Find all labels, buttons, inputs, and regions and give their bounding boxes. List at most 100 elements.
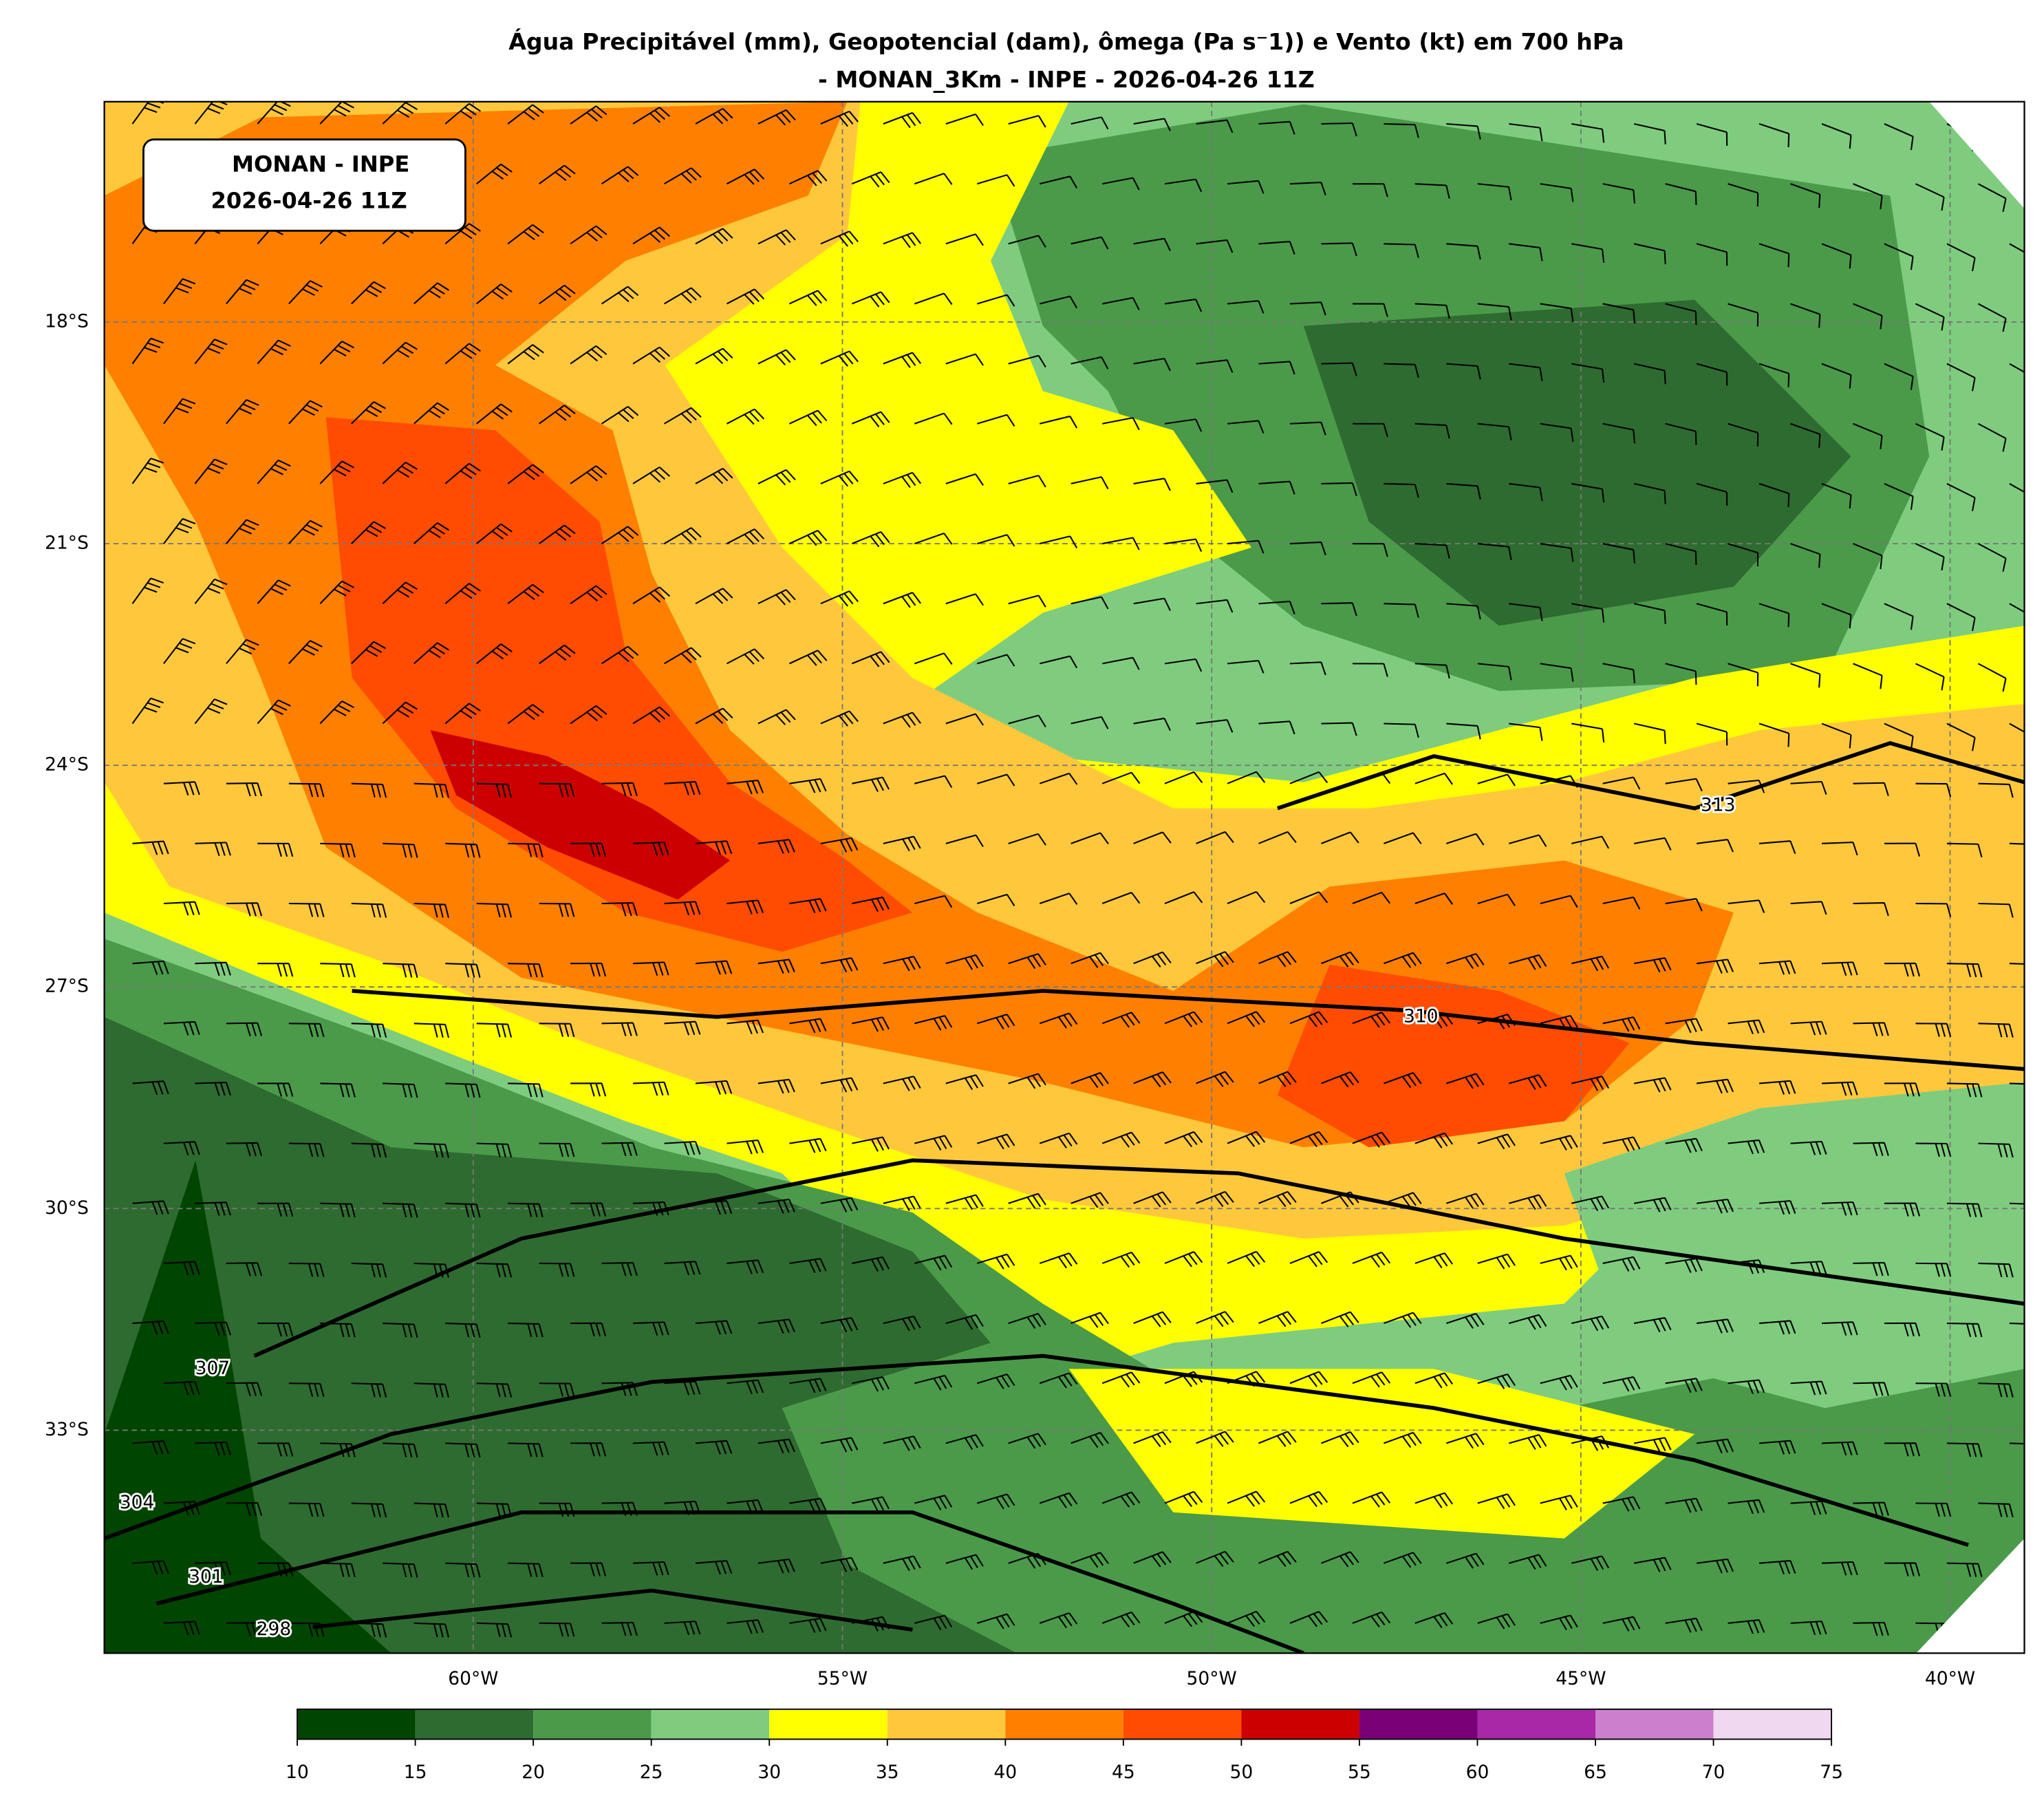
wind-barb xyxy=(820,350,859,367)
wind-barb xyxy=(1446,953,1485,970)
wind-barb xyxy=(476,1262,513,1278)
wind-barb xyxy=(1853,1022,1889,1036)
wind-barb xyxy=(1821,363,1852,389)
wind-barb xyxy=(1133,1551,1172,1568)
wind-barb xyxy=(444,223,481,245)
wind-barb xyxy=(570,1082,607,1097)
wind-barb xyxy=(1728,1019,1765,1034)
wind-barb xyxy=(1758,723,1790,747)
wind-barb xyxy=(1946,243,1976,272)
wind-barb xyxy=(727,1499,764,1515)
wind-barb xyxy=(163,1261,200,1276)
wind-barb xyxy=(1477,1133,1516,1150)
wind-barb xyxy=(1884,482,1914,510)
wind-barb xyxy=(1352,1251,1391,1268)
wind-barb xyxy=(1665,1378,1703,1393)
wind-barb xyxy=(1540,1254,1578,1271)
wind-barb xyxy=(1414,1252,1454,1269)
wind-barb xyxy=(820,1557,859,1572)
wind-barb xyxy=(1884,1442,1920,1457)
wind-barb xyxy=(1915,423,1945,451)
wind-barb xyxy=(1633,957,1672,973)
wind-barb xyxy=(1633,603,1666,624)
wind-barb xyxy=(757,1558,795,1574)
wind-barb xyxy=(1602,1016,1641,1032)
wind-barb xyxy=(1728,423,1759,447)
wind-barb xyxy=(1227,1250,1266,1268)
wind-barb xyxy=(1696,1558,1734,1574)
wind-barb xyxy=(351,641,386,665)
wind-barb xyxy=(1384,603,1419,618)
wind-barb xyxy=(1414,892,1454,905)
colorbar-segment xyxy=(1005,1709,1123,1740)
wind-barb xyxy=(1164,658,1203,672)
wind-barb xyxy=(1633,1557,1672,1572)
wind-barb xyxy=(1540,1014,1578,1031)
wind-barb xyxy=(852,1376,890,1392)
wind-barb xyxy=(1071,1312,1109,1328)
wind-barb xyxy=(883,712,922,728)
wind-barb xyxy=(820,1077,859,1093)
wind-barb xyxy=(1352,663,1388,677)
wind-barb xyxy=(1321,831,1359,844)
wind-barb xyxy=(1352,891,1391,904)
wind-barb xyxy=(131,337,164,365)
wind-barb xyxy=(1196,239,1234,253)
wind-barb xyxy=(195,1441,231,1456)
wind-barb xyxy=(1633,723,1666,745)
wind-barb xyxy=(320,1082,356,1098)
wind-barb xyxy=(1414,772,1454,785)
wind-barb xyxy=(1571,1315,1610,1332)
wind-barb xyxy=(664,781,701,795)
wind-barb xyxy=(1821,243,1852,269)
wind-barb xyxy=(788,529,828,546)
wind-barb xyxy=(163,278,196,305)
wind-barb xyxy=(1133,118,1171,131)
wind-barb xyxy=(413,642,449,665)
wind-barb xyxy=(1164,1251,1203,1268)
wind-barb xyxy=(1633,1077,1672,1093)
wind-barb xyxy=(789,1378,827,1393)
wind-barb xyxy=(1696,1198,1734,1214)
wind-barb xyxy=(1227,420,1265,434)
wind-barb xyxy=(820,110,859,127)
wind-barb xyxy=(1853,183,1883,210)
colorbar-tick-label: 75 xyxy=(1820,1762,1843,1783)
wind-barb xyxy=(1071,952,1109,968)
wind-barb xyxy=(1164,1490,1203,1508)
wind-barb xyxy=(508,842,544,858)
wind-barb xyxy=(320,963,356,978)
wind-barb xyxy=(1196,719,1234,733)
wind-barb xyxy=(1853,1142,1889,1157)
wind-barb xyxy=(131,577,164,604)
wind-barb xyxy=(288,782,325,798)
wind-barb xyxy=(695,1320,733,1335)
wind-barb xyxy=(1446,723,1481,740)
lon-tick-label: 40°W xyxy=(1925,1668,1975,1689)
wind-barb xyxy=(1571,723,1605,743)
wind-barb xyxy=(664,901,701,916)
wind-barb xyxy=(1196,1550,1234,1568)
wind-barb xyxy=(1728,1139,1765,1155)
wind-barb xyxy=(539,1382,575,1397)
wind-barb xyxy=(570,1202,607,1217)
wind-barb xyxy=(1321,951,1359,967)
wind-barb xyxy=(194,458,228,484)
field-fill xyxy=(430,730,731,900)
wind-barb xyxy=(570,962,607,977)
wind-barb xyxy=(632,586,671,605)
wind-barb xyxy=(1289,182,1326,196)
wind-barb xyxy=(1665,423,1697,445)
wind-barb xyxy=(1414,663,1450,679)
wind-barb xyxy=(382,341,418,365)
wind-barb xyxy=(413,522,449,544)
wind-barb xyxy=(695,960,733,975)
wind-barb xyxy=(413,902,450,918)
wind-barb xyxy=(1101,656,1140,670)
wind-barb xyxy=(1101,417,1140,431)
info-box xyxy=(142,138,466,232)
wind-barb xyxy=(257,1323,294,1337)
wind-barb xyxy=(413,282,449,305)
wind-barb xyxy=(1384,1431,1422,1448)
wind-barb xyxy=(1790,1261,1827,1276)
